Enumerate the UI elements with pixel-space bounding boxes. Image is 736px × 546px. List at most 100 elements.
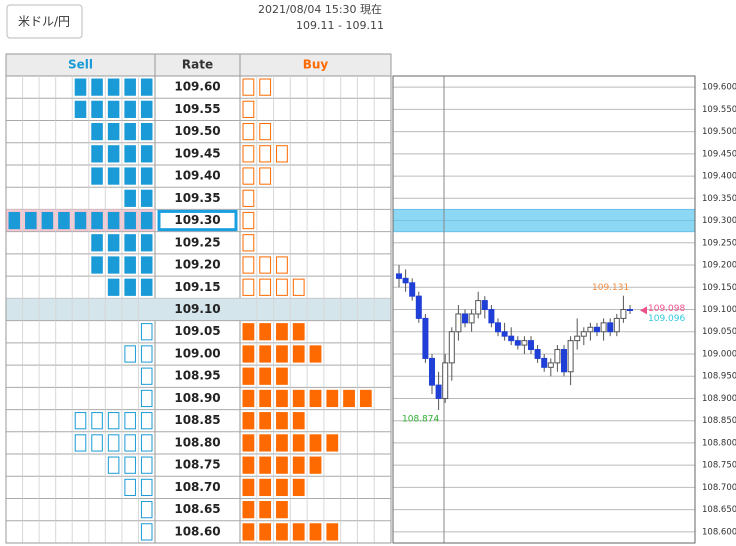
- buy-box: [276, 345, 288, 363]
- rate[interactable]: 109.05: [174, 324, 220, 338]
- buy-box: [276, 323, 288, 341]
- buy-box: [259, 145, 272, 163]
- sell-box: [91, 434, 103, 452]
- rate[interactable]: 109.15: [174, 280, 220, 294]
- rate[interactable]: 108.80: [174, 435, 220, 449]
- buy-header: Buy: [303, 58, 329, 72]
- y-tick-label: 109.200: [702, 261, 736, 271]
- rate[interactable]: 109.45: [174, 146, 220, 160]
- candle-body: [561, 349, 567, 373]
- sell-box: [140, 122, 153, 141]
- y-tick-label: 109.350: [702, 194, 736, 204]
- buy-box: [242, 456, 255, 474]
- buy-box: [242, 367, 255, 385]
- sell-box: [107, 234, 120, 252]
- y-tick-label: 109.150: [702, 283, 736, 293]
- buy-box: [242, 122, 255, 141]
- rate[interactable]: 108.95: [174, 369, 220, 383]
- y-tick-label: 108.850: [702, 416, 736, 426]
- candle-body: [415, 295, 422, 319]
- sell-box: [140, 145, 153, 163]
- buy-box: [276, 501, 288, 519]
- buy-box: [292, 412, 305, 430]
- rate[interactable]: 109.40: [174, 169, 220, 183]
- sell-box: [8, 211, 21, 230]
- sell-box: [107, 78, 120, 96]
- buy-box: [259, 501, 272, 519]
- rate[interactable]: 108.85: [174, 413, 220, 427]
- buy-box: [259, 78, 272, 96]
- pair-button-label[interactable]: 米ドル/円: [18, 15, 70, 29]
- sell-box: [124, 412, 136, 430]
- table-border: [5, 53, 392, 544]
- rate[interactable]: 108.60: [174, 524, 220, 538]
- buy-box: [326, 523, 339, 541]
- candle-body: [402, 277, 409, 284]
- candle-body: [495, 322, 501, 333]
- y-tick-label: 108.700: [702, 483, 736, 493]
- rate[interactable]: 109.55: [174, 102, 220, 116]
- buy-box: [292, 345, 305, 363]
- candle-body: [534, 349, 541, 359]
- y-tick-label: 109.250: [702, 238, 736, 248]
- rate[interactable]: 109.30: [174, 213, 220, 227]
- candle-body: [442, 362, 449, 399]
- sell-box: [124, 211, 136, 230]
- candle-body: [475, 300, 482, 315]
- y-tick-label: 108.750: [702, 461, 736, 471]
- sell-box: [124, 189, 136, 207]
- candle-body: [429, 357, 435, 386]
- y-tick-label: 109.450: [702, 149, 736, 159]
- buy-box: [242, 389, 255, 408]
- price-annotation: 109.131: [592, 283, 629, 293]
- buy-box: [242, 145, 255, 163]
- sell-box: [107, 412, 120, 430]
- buy-box: [276, 456, 288, 474]
- y-tick-label: 109.500: [702, 127, 736, 137]
- sell-box: [107, 100, 120, 118]
- candle-body: [587, 326, 594, 333]
- candle-body: [422, 317, 429, 359]
- rate[interactable]: 109.35: [174, 191, 220, 205]
- sell-box: [124, 100, 136, 118]
- sell-box: [107, 211, 120, 230]
- rate[interactable]: 108.90: [174, 391, 220, 405]
- candle-body: [541, 357, 548, 368]
- buy-box: [276, 367, 288, 385]
- rate[interactable]: 108.65: [174, 502, 220, 516]
- buy-box: [259, 523, 272, 541]
- candle-body: [567, 340, 574, 373]
- rate[interactable]: 109.00: [174, 346, 220, 360]
- y-tick-label: 108.600: [702, 527, 736, 537]
- buy-box: [242, 412, 255, 430]
- rate[interactable]: 109.60: [174, 80, 220, 94]
- buy-box: [292, 523, 305, 541]
- candle-body: [435, 384, 442, 399]
- pair-button[interactable]: [6, 4, 83, 39]
- rate[interactable]: 109.50: [174, 124, 220, 138]
- sell-box: [140, 189, 153, 207]
- candle-body: [613, 317, 620, 333]
- candle-body: [594, 326, 600, 333]
- current-row: [6, 298, 391, 321]
- sell-box: [140, 256, 153, 274]
- buy-box: [292, 278, 305, 296]
- sell-box: [124, 456, 136, 474]
- sell-box: [140, 323, 153, 341]
- y-tick-label: 108.650: [702, 505, 736, 515]
- rate[interactable]: 108.70: [174, 480, 220, 494]
- sell-box: [124, 278, 136, 296]
- sell-box: [91, 145, 103, 163]
- candle-body: [574, 335, 581, 342]
- rate[interactable]: 109.10: [174, 302, 220, 316]
- rate[interactable]: 109.20: [174, 258, 220, 272]
- buy-box: [259, 389, 272, 408]
- buy-box: [259, 278, 272, 296]
- y-tick-label: 109.100: [702, 305, 736, 315]
- rate[interactable]: 108.75: [174, 458, 220, 472]
- sell-box: [140, 211, 153, 230]
- rate[interactable]: 109.25: [174, 235, 220, 249]
- sell-box: [124, 145, 136, 163]
- sell-box: [74, 434, 87, 452]
- buy-box: [276, 478, 288, 497]
